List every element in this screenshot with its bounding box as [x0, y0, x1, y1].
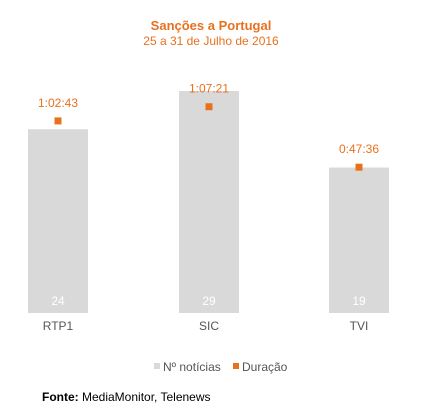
duration-value-label: 0:47:36 [339, 142, 379, 156]
bar-tvi [329, 167, 389, 313]
bar-rtp1 [28, 129, 88, 313]
legend: Nº notícias Duração [154, 360, 288, 374]
bar-sic [179, 90, 239, 313]
x-tick-label: TVI [350, 319, 369, 333]
x-tick-label: SIC [199, 319, 219, 333]
bar-value-label: 24 [51, 294, 65, 308]
duration-value-label: 1:02:43 [38, 96, 78, 110]
duration-value-label: 1:07:21 [189, 82, 229, 96]
bar-value-label: 29 [202, 294, 216, 308]
duration-point [205, 103, 213, 111]
chart: Sanções a Portugal 25 a 31 de Julho de 2… [28, 18, 389, 374]
legend-label-duracao: Duração [242, 360, 288, 374]
chart-subtitle: 25 a 31 de Julho de 2016 [143, 34, 279, 48]
duration-point [54, 117, 62, 125]
source-text: MediaMonitor, Telenews [82, 390, 211, 404]
legend-swatch-duracao [233, 363, 239, 369]
duration-point [355, 163, 363, 171]
source-label: Fonte: [42, 390, 79, 404]
legend-swatch-noticias [154, 363, 160, 369]
plot-area: 24 1:02:43 RTP1 29 1:07:21 SIC 19 0:47:36 TVI [28, 82, 389, 333]
chart-title: Sanções a Portugal [151, 18, 272, 33]
x-tick-label: RTP1 [43, 319, 74, 333]
legend-label-noticias: Nº notícias [163, 360, 221, 374]
bar-value-label: 19 [352, 294, 366, 308]
source-note: Fonte: MediaMonitor, Telenews [42, 390, 211, 404]
